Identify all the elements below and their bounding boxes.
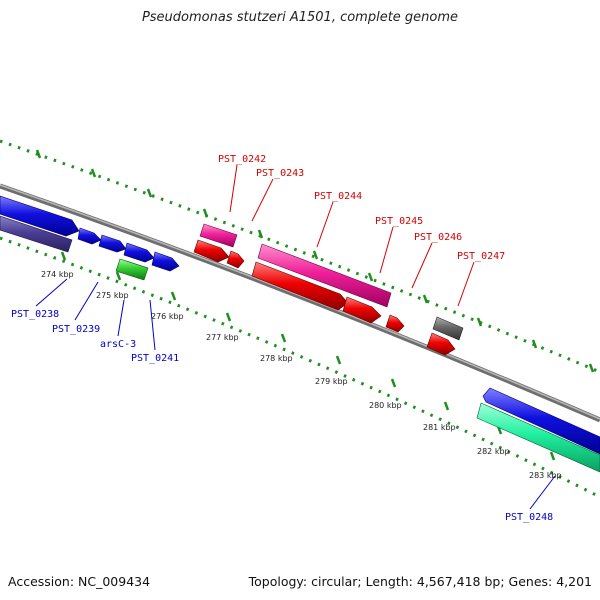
label-PST_0242[interactable]: PST_0242 bbox=[218, 154, 266, 165]
tick-label: 280 kbp bbox=[369, 401, 402, 410]
label-PST_0238[interactable]: PST_0238 bbox=[11, 309, 59, 320]
tick-label: 282 kbp bbox=[477, 447, 510, 456]
gene-PST_0243[interactable] bbox=[193, 239, 230, 263]
label-PST_0243[interactable]: PST_0243 bbox=[256, 168, 304, 179]
tick-label: 278 kbp bbox=[260, 354, 293, 363]
label-PST_0241[interactable]: PST_0241 bbox=[131, 353, 179, 364]
gene-PST_0245[interactable] bbox=[342, 296, 382, 324]
tick-label: 274 kbp bbox=[41, 270, 74, 279]
gene-red-arrow-small[interactable] bbox=[226, 250, 245, 269]
gene-blue-arrow[interactable] bbox=[77, 227, 102, 245]
label-PST_0244[interactable]: PST_0244 bbox=[314, 191, 362, 202]
label-PST_0239[interactable]: PST_0239 bbox=[52, 324, 100, 335]
genome-backbone bbox=[0, 183, 600, 423]
genome-summary: Topology: circular; Length: 4,567,418 bp… bbox=[248, 574, 592, 589]
tick-label: 276 kbp bbox=[151, 312, 184, 321]
gene-PST_0246[interactable] bbox=[432, 316, 464, 341]
tick-label: 283 kbp bbox=[529, 471, 562, 480]
gene-PST_0238-b[interactable] bbox=[0, 215, 73, 253]
gene-PST_0241[interactable] bbox=[151, 251, 180, 272]
gene-PST_0244[interactable] bbox=[257, 243, 392, 308]
gene-blue-long-right[interactable] bbox=[482, 387, 600, 455]
label-arsC-3[interactable]: arsC-3 bbox=[100, 339, 136, 350]
gene-red-long[interactable] bbox=[251, 261, 349, 311]
tick-label: 275 kbp bbox=[96, 291, 129, 300]
label-PST_0248[interactable]: PST_0248 bbox=[505, 512, 553, 523]
reverse-label-leaders bbox=[35, 278, 556, 510]
map-title: Pseudomonas stutzeri A1501, complete gen… bbox=[141, 10, 459, 25]
label-PST_0247[interactable]: PST_0247 bbox=[457, 251, 505, 262]
outer-tick-dashes bbox=[35, 149, 595, 373]
tick-label: 277 kbp bbox=[206, 333, 239, 342]
gene-PST_0238-a[interactable] bbox=[0, 195, 80, 237]
gene-PST_0248[interactable] bbox=[476, 402, 600, 473]
label-PST_0246[interactable]: PST_0246 bbox=[414, 232, 462, 243]
gene-PST_0247[interactable] bbox=[426, 332, 456, 356]
gene-PST_0239[interactable] bbox=[98, 234, 127, 253]
accession-text: Accession: NC_009434 bbox=[8, 574, 151, 589]
label-PST_0245[interactable]: PST_0245 bbox=[375, 216, 423, 227]
gene-blue-arrow[interactable] bbox=[123, 242, 155, 263]
gene-arsC-3[interactable] bbox=[115, 258, 149, 281]
forward-label-leaders bbox=[229, 164, 475, 307]
inner-dotted-track bbox=[0, 236, 600, 499]
tick-label: 281 kbp bbox=[423, 423, 456, 432]
outer-dotted-track bbox=[0, 139, 600, 374]
inner-tick-dashes bbox=[60, 251, 556, 461]
gene-PST_0242[interactable] bbox=[199, 223, 238, 248]
tick-label: 279 kbp bbox=[315, 377, 348, 386]
gene-red-arrow-small[interactable] bbox=[385, 314, 405, 333]
